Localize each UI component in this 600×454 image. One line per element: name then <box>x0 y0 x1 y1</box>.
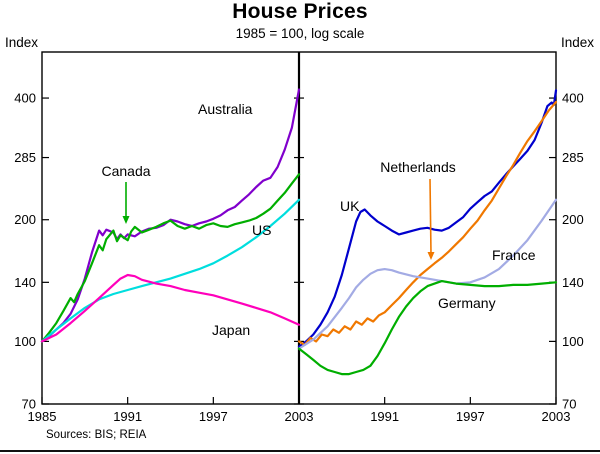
series-label-us: US <box>252 222 271 238</box>
series-line-uk <box>297 89 558 348</box>
series-arrow-head-netherlands <box>427 252 435 260</box>
series-line-france <box>297 198 558 350</box>
series-label-australia: Australia <box>198 101 253 117</box>
series-line-australia <box>40 88 301 343</box>
series-arrow-line-netherlands <box>429 178 432 255</box>
series-label-france: France <box>492 247 536 263</box>
x-tick-label: 2003 <box>542 409 571 424</box>
y-tick-label-left: 200 <box>14 212 36 227</box>
y-axis-title-right: Index <box>561 35 594 50</box>
series-label-netherlands: Netherlands <box>380 159 456 175</box>
y-tick-label-left: 70 <box>22 397 36 412</box>
y-tick-label-right: 285 <box>562 150 584 165</box>
series-label-japan: Japan <box>212 322 250 338</box>
x-tick-label: 1997 <box>199 409 228 424</box>
bottom-divider <box>0 450 600 452</box>
chart-title: House Prices <box>232 0 368 23</box>
series-line-netherlands <box>297 100 558 346</box>
y-tick-label-left: 400 <box>14 91 36 106</box>
y-tick-label-left: 140 <box>14 275 36 290</box>
x-tick-label: 1997 <box>456 409 485 424</box>
series-label-uk: UK <box>340 198 360 214</box>
series-line-japan <box>40 273 301 343</box>
series-line-germany <box>297 280 558 376</box>
y-tick-label-right: 200 <box>562 212 584 227</box>
series-line-canada <box>40 173 301 343</box>
x-tick-label: 2003 <box>285 409 314 424</box>
y-tick-label-left: 285 <box>14 150 36 165</box>
series-label-canada: Canada <box>101 163 150 179</box>
chart-subtitle: 1985 = 100, log scale <box>235 26 365 41</box>
y-tick-label-right: 140 <box>562 275 584 290</box>
x-tick-label: 1985 <box>28 409 57 424</box>
sources-note: Sources: BIS; REIA <box>46 429 147 441</box>
y-tick-label-left: 100 <box>14 334 36 349</box>
series-label-germany: Germany <box>438 295 496 311</box>
series-line-us <box>40 198 301 343</box>
series-arrow-head-canada <box>122 216 130 224</box>
y-axis-title-left: Index <box>5 35 38 50</box>
x-tick-label: 1991 <box>370 409 399 424</box>
x-tick-label: 1991 <box>113 409 142 424</box>
y-tick-label-right: 70 <box>562 397 576 412</box>
y-tick-label-right: 400 <box>562 91 584 106</box>
y-tick-label-right: 100 <box>562 334 584 349</box>
